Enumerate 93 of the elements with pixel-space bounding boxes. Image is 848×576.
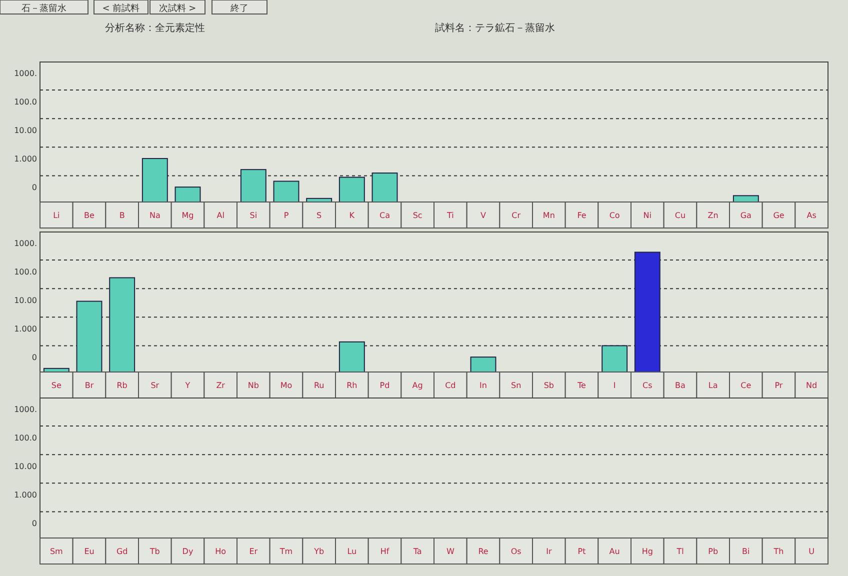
- x-tick-label: Bi: [742, 547, 750, 556]
- text: 終了: [230, 3, 248, 14]
- y-tick-label: 1.000: [14, 490, 37, 500]
- x-tick-label: Ta: [412, 547, 422, 556]
- x-tick-label: Mo: [280, 381, 292, 390]
- x-tick-label: Ti: [446, 211, 454, 220]
- y-tick-label: 1000.: [14, 238, 37, 248]
- x-tick-label: La: [708, 381, 718, 390]
- y-tick-label: 1.000: [14, 154, 37, 164]
- x-tick-label: Tl: [676, 547, 684, 556]
- x-tick-label: Pd: [380, 381, 390, 390]
- x-tick-label: Na: [149, 211, 160, 220]
- x-tick-label: Sm: [50, 547, 64, 556]
- y-tick-label: 100.0: [14, 267, 37, 276]
- x-tick-label: Dy: [182, 547, 194, 556]
- y-tick-label: 100.0: [14, 433, 37, 442]
- x-tick-label: B: [119, 211, 125, 220]
- x-tick-label: Co: [609, 211, 620, 220]
- x-tick-label: Pb: [708, 547, 718, 556]
- y-tick-label: 1000.: [14, 404, 37, 414]
- x-tick-label: Eu: [84, 547, 94, 556]
- x-tick-label: Ho: [215, 547, 226, 556]
- x-tick-label: U: [808, 547, 815, 556]
- y-tick-label: 1.000: [14, 324, 37, 334]
- x-tick-label: Cd: [445, 381, 456, 390]
- y-tick-label: 10.00: [14, 462, 37, 471]
- x-tick-label: Ge: [773, 211, 784, 220]
- x-tick-label: Sb: [544, 381, 554, 390]
- x-tick-label: Be: [84, 211, 95, 220]
- x-tick-label: Zr: [216, 381, 226, 390]
- x-tick-label: Zn: [708, 211, 718, 220]
- x-tick-label: Rh: [346, 381, 358, 390]
- x-tick-label: Si: [250, 211, 258, 220]
- x-tick-label: K: [349, 211, 356, 220]
- x-tick-label: Sr: [150, 381, 160, 390]
- x-tick-label: Mg: [182, 211, 194, 220]
- x-tick-label: In: [480, 381, 487, 390]
- x-tick-label: Nd: [806, 381, 818, 390]
- x-tick-label: Yb: [313, 547, 324, 556]
- x-tick-label: Tm: [278, 547, 293, 556]
- x-tick-label: Sn: [511, 381, 522, 390]
- x-tick-label: Rb: [116, 381, 128, 390]
- x-tick-label: V: [480, 211, 487, 220]
- x-tick-label: Cu: [674, 211, 686, 220]
- x-tick-label: W: [446, 547, 454, 556]
- y-tick-label: 10.00: [14, 296, 37, 305]
- x-tick-label: Br: [84, 381, 94, 390]
- text: 次試料 >: [158, 3, 196, 14]
- x-tick-label: P: [284, 211, 289, 220]
- x-tick-label: Au: [609, 547, 620, 556]
- x-tick-label: S: [316, 211, 322, 220]
- y-tick-label: 0: [32, 183, 37, 192]
- x-tick-label: Te: [576, 381, 586, 390]
- x-tick-label: Se: [51, 381, 62, 390]
- x-tick-label: Ni: [643, 211, 652, 220]
- x-tick-label: Ga: [740, 211, 752, 220]
- x-tick-label: Hg: [642, 547, 653, 556]
- x-tick-label: Hf: [380, 547, 390, 556]
- y-tick-label: 0: [32, 353, 37, 362]
- x-tick-label: Ru: [314, 381, 324, 390]
- x-tick-label: Cs: [642, 381, 652, 390]
- x-tick-label: Ag: [412, 381, 423, 390]
- chart-subtitle: 試料名：テラ鉱石－蒸留水: [435, 22, 555, 34]
- x-tick-label: Re: [478, 547, 488, 556]
- x-tick-label: Nb: [248, 381, 259, 390]
- y-tick-label: 100.0: [14, 97, 37, 106]
- x-tick-label: Li: [53, 211, 60, 220]
- x-tick-label: I: [613, 381, 616, 390]
- x-tick-label: As: [806, 211, 816, 220]
- x-tick-label: Y: [184, 381, 190, 390]
- text: < 前試料: [102, 3, 140, 14]
- x-tick-label: Mn: [542, 211, 555, 220]
- x-tick-label: Cr: [512, 211, 522, 220]
- y-tick-label: 0: [32, 519, 37, 528]
- x-tick-label: Lu: [347, 547, 357, 556]
- x-tick-label: Tb: [148, 547, 160, 556]
- x-tick-label: Th: [772, 547, 784, 556]
- x-tick-label: Sc: [412, 211, 422, 220]
- x-tick-label: Ca: [380, 211, 390, 220]
- x-tick-label: Os: [510, 547, 522, 556]
- x-tick-label: Ba: [675, 381, 686, 390]
- x-tick-label: Al: [216, 211, 224, 220]
- text: 石－蒸留水: [22, 3, 66, 14]
- y-tick-label: 10.00: [14, 126, 37, 135]
- x-tick-label: Fe: [577, 211, 586, 220]
- x-tick-label: Er: [249, 547, 258, 556]
- x-tick-label: Ir: [546, 547, 552, 556]
- x-tick-label: Ce: [740, 381, 752, 390]
- x-tick-label: Pt: [578, 547, 586, 556]
- x-tick-label: Gd: [116, 547, 128, 556]
- y-tick-label: 1000.: [14, 68, 37, 78]
- chart-title: 分析名称：全元素定性: [105, 22, 205, 34]
- x-tick-label: Pr: [774, 381, 784, 390]
